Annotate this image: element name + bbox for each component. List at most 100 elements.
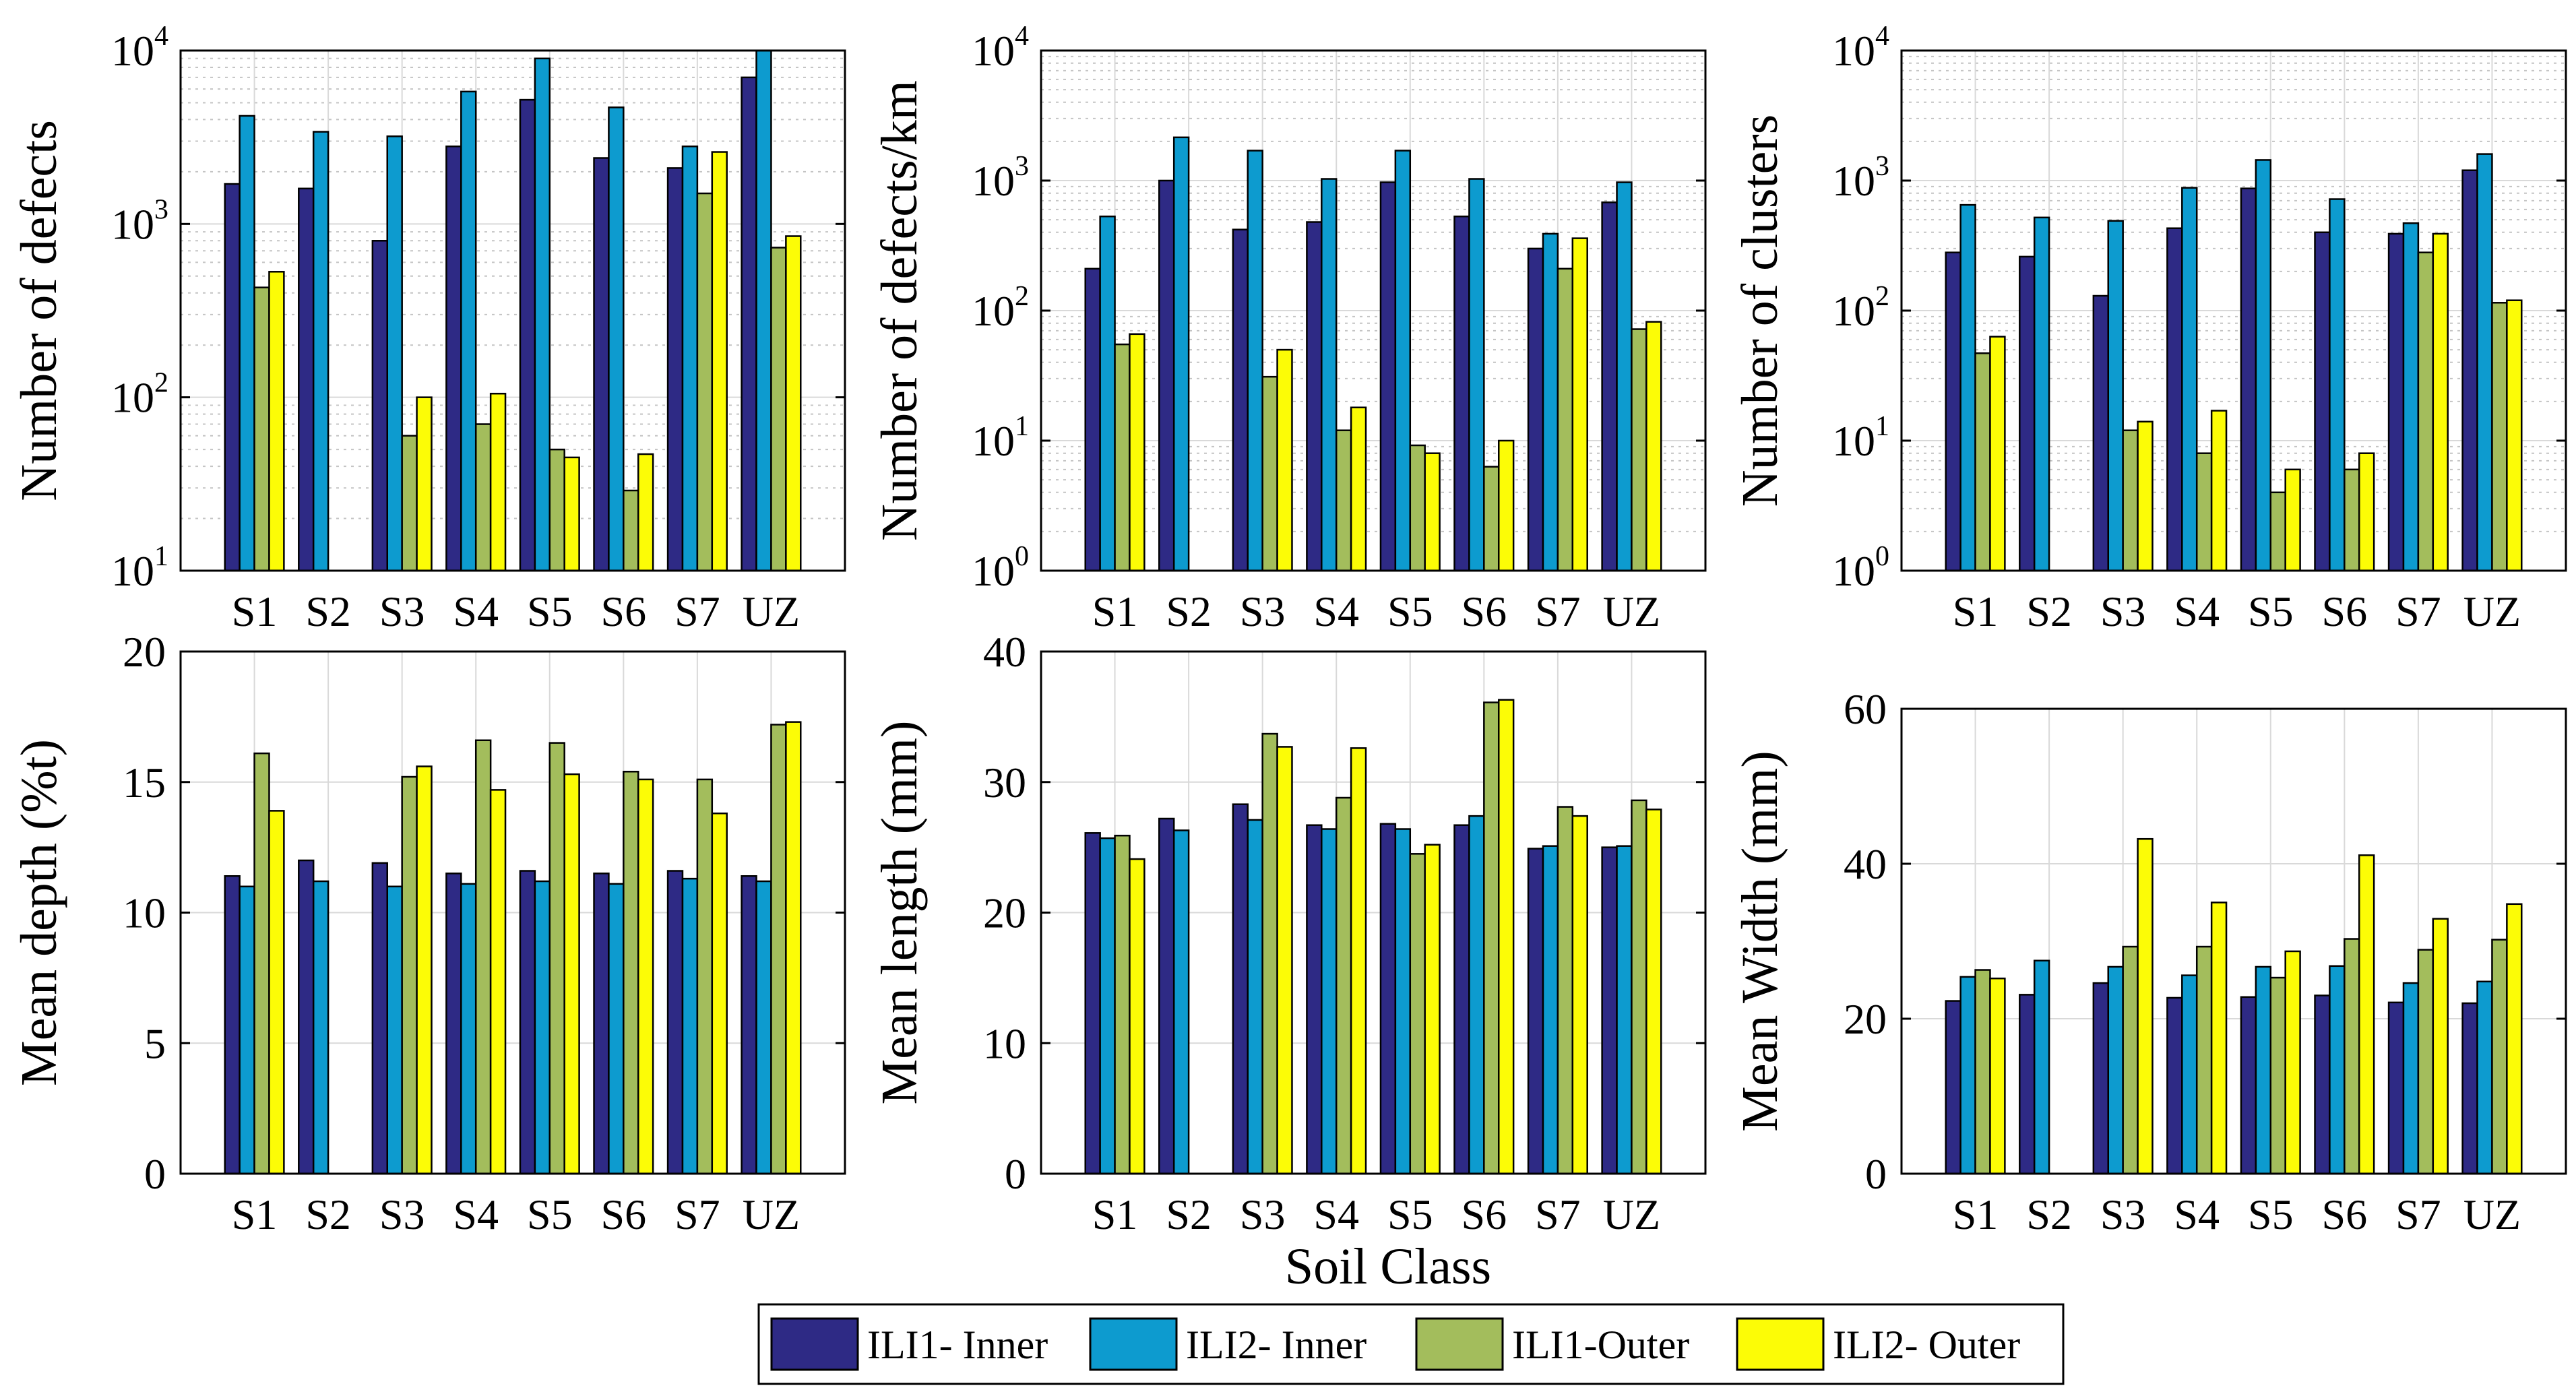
bar-ili2-outer-s5 — [563, 773, 580, 1175]
x-tick-label-uz: UZ — [2463, 1191, 2521, 1238]
x-tick-label-s6: S6 — [1462, 588, 1507, 635]
x-tick-label-s3: S3 — [379, 1191, 425, 1238]
x-tick-label-uz: UZ — [743, 588, 800, 635]
bar-ili1-inner-s3 — [371, 240, 389, 572]
bar-ili2-outer-uz — [2506, 299, 2523, 572]
x-tick-label-s2: S2 — [2026, 1191, 2072, 1238]
y-axis-label-defects: Number of defects — [11, 120, 67, 501]
x-tick-label-s7: S7 — [2395, 1191, 2441, 1238]
bar-ili2-inner-s6 — [608, 106, 625, 572]
bar-ili2-inner-s5 — [2255, 159, 2272, 572]
bar-ili1-inner-s7 — [2387, 1001, 2405, 1175]
x-tick-label-s2: S2 — [305, 588, 351, 635]
legend: ILI1- Inner ILI2- Inner ILI1-Outer ILI2- Ou… — [757, 1303, 2065, 1385]
bar-ili1-outer-s7 — [2417, 949, 2434, 1175]
x-tick-label-s4: S4 — [2174, 588, 2220, 635]
bar-ili1-outer-s1 — [1114, 834, 1131, 1175]
bar-ili1-outer-uz — [2491, 939, 2508, 1175]
bar-ili2-inner-s3 — [386, 885, 403, 1175]
y-tick-label: 0 — [1865, 1150, 1887, 1198]
panel-defects_km: 100 101 102 103 104 S1 S2 S3 S4 S5 S6 S7 UZ Number of… — [871, 21, 1707, 635]
bars — [224, 721, 802, 1175]
x-tick-label-s5: S5 — [1387, 1191, 1433, 1238]
x-tick-label-s1: S1 — [232, 1191, 278, 1238]
bar-ili1-outer-s5 — [548, 448, 565, 572]
bar-ili2-inner-s6 — [2329, 198, 2346, 572]
x-tick-label-s4: S4 — [1313, 588, 1359, 635]
x-tick-label-s5: S5 — [527, 588, 573, 635]
bar-ili2-inner-s1 — [1959, 203, 1976, 572]
legend-label-ili1-outer: ILI1-Outer — [1512, 1323, 1689, 1367]
bar-ili1-inner-s6 — [1453, 215, 1470, 572]
bar-ili1-inner-s7 — [666, 870, 684, 1175]
bar-ili2-inner-s5 — [2255, 965, 2272, 1175]
bar-ili2-outer-s7 — [1571, 237, 1588, 572]
y-tick-label: 103 — [1832, 151, 1889, 205]
bar-ili1-outer-uz — [1631, 799, 1647, 1175]
bar-ili1-outer-s6 — [623, 771, 639, 1175]
bar-ili2-outer-s7 — [1571, 815, 1588, 1175]
x-tick-label-s4: S4 — [2174, 1191, 2220, 1238]
bar-ili2-outer-s1 — [268, 271, 285, 572]
x-tick-label-s5: S5 — [1387, 588, 1433, 635]
bar-ili2-outer-s1 — [268, 810, 285, 1175]
bar-ili2-inner-s3 — [1247, 150, 1263, 572]
bar-ili1-outer-s7 — [1557, 806, 1574, 1175]
bar-ili1-inner-s3 — [1232, 803, 1249, 1175]
bar-ili2-outer-s4 — [1350, 406, 1367, 572]
legend-swatch-ili2-inner — [1089, 1317, 1178, 1371]
bar-ili2-outer-s1 — [1129, 858, 1145, 1175]
y-tick-label: 101 — [111, 541, 168, 595]
x-tick-label-s7: S7 — [1535, 588, 1581, 635]
bar-ili2-outer-s4 — [2210, 901, 2228, 1175]
bar-ili2-outer-s1 — [1989, 336, 2006, 572]
bar-ili1-inner-s5 — [2240, 187, 2257, 572]
bar-ili1-outer-s5 — [2269, 976, 2286, 1175]
y-tick-label: 20 — [983, 889, 1026, 937]
bar-ili1-inner-s1 — [224, 183, 241, 572]
bar-ili2-inner-uz — [1616, 845, 1633, 1175]
legend-label-ili2-inner: ILI2- Inner — [1186, 1323, 1366, 1367]
bar-ili1-outer-s6 — [1483, 466, 1500, 572]
x-tick-label-s2: S2 — [1166, 588, 1212, 635]
bar-ili1-inner-s5 — [2240, 996, 2257, 1175]
bar-ili2-inner-uz — [755, 880, 772, 1175]
bar-ili1-outer-s4 — [1335, 796, 1352, 1175]
bar-ili1-inner-uz — [2461, 169, 2478, 572]
bar-ili1-inner-s1 — [1945, 1000, 1961, 1175]
x-tick-label-s4: S4 — [453, 588, 499, 635]
y-axis-label-depth: Mean depth (%t) — [11, 739, 67, 1086]
axes-box — [179, 49, 846, 572]
bar-ili2-inner-s2 — [2033, 216, 2050, 572]
y-tick-label: 102 — [1832, 281, 1889, 335]
bar-ili1-inner-s6 — [1453, 824, 1470, 1175]
bar-ili2-outer-s3 — [2137, 837, 2154, 1175]
bar-ili2-inner-uz — [755, 49, 772, 572]
x-tick-labels: S1 S2 S3 S4 S5 S6 S7 UZ — [232, 1191, 800, 1238]
x-tick-label-s1: S1 — [1092, 588, 1138, 635]
y-tick-label: 102 — [972, 281, 1029, 335]
bars — [1945, 837, 2523, 1175]
bar-ili1-outer-s4 — [2195, 452, 2213, 572]
y-axis-label-clusters: Number of clusters — [1732, 115, 1788, 507]
bar-ili2-inner-s2 — [312, 131, 329, 572]
x-tick-label-uz: UZ — [743, 1191, 800, 1238]
bar-ili2-inner-s5 — [534, 880, 551, 1175]
bar-ili1-outer-s7 — [2417, 251, 2434, 572]
bar-ili2-inner-s5 — [1394, 150, 1412, 572]
y-tick-label: 101 — [1832, 411, 1889, 465]
bar-ili2-outer-s5 — [1424, 452, 1441, 572]
x-tick-label-s5: S5 — [2248, 1191, 2294, 1238]
x-tick-label-s6: S6 — [2322, 1191, 2368, 1238]
bar-ili1-outer-s3 — [1261, 732, 1278, 1175]
x-tick-label-s1: S1 — [232, 588, 278, 635]
x-tick-label-s6: S6 — [601, 1191, 647, 1238]
bar-ili1-inner-s6 — [2314, 994, 2331, 1175]
bar-ili1-inner-s3 — [1232, 228, 1249, 572]
y-tick-label: 0 — [1005, 1150, 1026, 1198]
y-tick-label: 10 — [123, 889, 166, 937]
y-tick-label: 5 — [144, 1019, 166, 1067]
bar-ili1-outer-s1 — [1974, 969, 1991, 1175]
bar-ili1-inner-s2 — [1158, 179, 1175, 572]
